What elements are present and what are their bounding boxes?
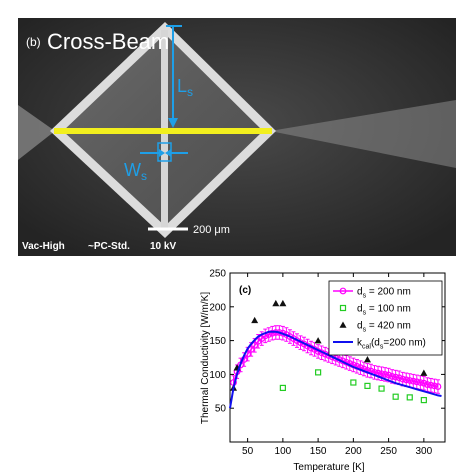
data-point xyxy=(434,383,442,390)
right-electrode xyxy=(270,100,456,168)
footer-vac: Vac-High xyxy=(22,241,65,252)
data-point xyxy=(314,337,322,344)
y-tick-label: 100 xyxy=(209,370,226,381)
sem-image: Ls Ws (b) Cross-Beam 200 μm Vac-High ~PC… xyxy=(18,18,456,256)
data-point xyxy=(423,381,431,388)
scale-bar-label: 200 μm xyxy=(193,224,230,236)
legend-label: ds = 200 nm xyxy=(357,287,411,300)
data-point xyxy=(378,385,385,392)
x-tick-label: 200 xyxy=(345,446,362,457)
length-arrow-head xyxy=(168,118,178,128)
y-tick-label: 200 xyxy=(209,302,226,313)
data-point xyxy=(406,394,413,401)
data-point xyxy=(251,341,259,349)
width-marker xyxy=(157,142,172,162)
data-point xyxy=(272,299,280,307)
y-axis-label: Thermal Conductivity [W/m/K] xyxy=(200,292,211,424)
x-axis-label: Temperature [K] xyxy=(293,462,364,473)
legend-entry-3: kcal(ds=200 nm) xyxy=(333,338,426,351)
data-point xyxy=(402,376,410,384)
width-arrow-left-head xyxy=(159,149,165,157)
data-point xyxy=(279,299,287,307)
series-0 xyxy=(230,325,442,394)
data-point xyxy=(315,369,322,376)
left-electrode xyxy=(18,105,55,160)
legend-label: ds = 100 nm xyxy=(357,304,411,317)
legend-entry-1: ds = 100 nm xyxy=(339,304,411,317)
chart-panel-label: (c) xyxy=(239,285,251,296)
data-point xyxy=(413,378,421,386)
data-point xyxy=(392,373,400,381)
data-point xyxy=(378,370,385,378)
data-point xyxy=(364,382,371,389)
y-tick-label: 150 xyxy=(209,336,226,347)
data-point xyxy=(388,373,396,380)
data-point xyxy=(427,381,435,389)
width-label: Ws xyxy=(124,160,147,183)
legend-marker xyxy=(339,287,347,295)
data-point xyxy=(420,369,428,376)
x-tick-label: 50 xyxy=(242,446,254,457)
data-point xyxy=(286,333,294,340)
series-1 xyxy=(279,369,427,404)
footer-kv: 10 kV xyxy=(150,241,176,252)
x-tick-label: 300 xyxy=(416,446,433,457)
width-arrow-right-head xyxy=(165,149,171,157)
legend-label: kcal(ds=200 nm) xyxy=(357,338,426,351)
sem-title: Cross-Beam xyxy=(47,29,169,54)
data-point xyxy=(420,396,427,404)
data-point xyxy=(392,393,399,400)
data-point xyxy=(363,356,371,363)
series-line-3 xyxy=(229,330,442,409)
data-point xyxy=(381,371,389,378)
data-point xyxy=(268,329,276,337)
x-tick-label: 100 xyxy=(275,446,292,457)
length-label: Ls xyxy=(177,76,193,99)
y-tick-label: 250 xyxy=(209,269,226,280)
data-point xyxy=(431,382,438,390)
footer-pc: ~PC-Std. xyxy=(88,241,130,252)
panel-label-b: (b) xyxy=(26,35,41,49)
series-3 xyxy=(229,330,442,409)
data-point xyxy=(406,377,414,384)
data-point xyxy=(350,379,357,386)
legend-label: ds = 420 nm xyxy=(357,321,411,334)
legend-marker xyxy=(339,304,347,312)
data-point xyxy=(279,384,286,392)
horizontal-beam xyxy=(54,128,272,134)
data-point xyxy=(399,375,407,383)
legend-entry-2: ds = 420 nm xyxy=(339,321,411,334)
data-point xyxy=(420,379,428,387)
x-tick-label: 250 xyxy=(380,446,397,457)
data-point xyxy=(385,371,393,379)
x-tick-label: 150 xyxy=(310,446,327,457)
data-point xyxy=(251,316,259,324)
y-tick-label: 50 xyxy=(215,404,227,415)
data-point xyxy=(416,379,424,386)
legend-marker xyxy=(339,321,347,328)
legend-entry-0: ds = 200 nm xyxy=(333,287,411,300)
data-point xyxy=(409,377,417,385)
data-point xyxy=(395,374,403,382)
